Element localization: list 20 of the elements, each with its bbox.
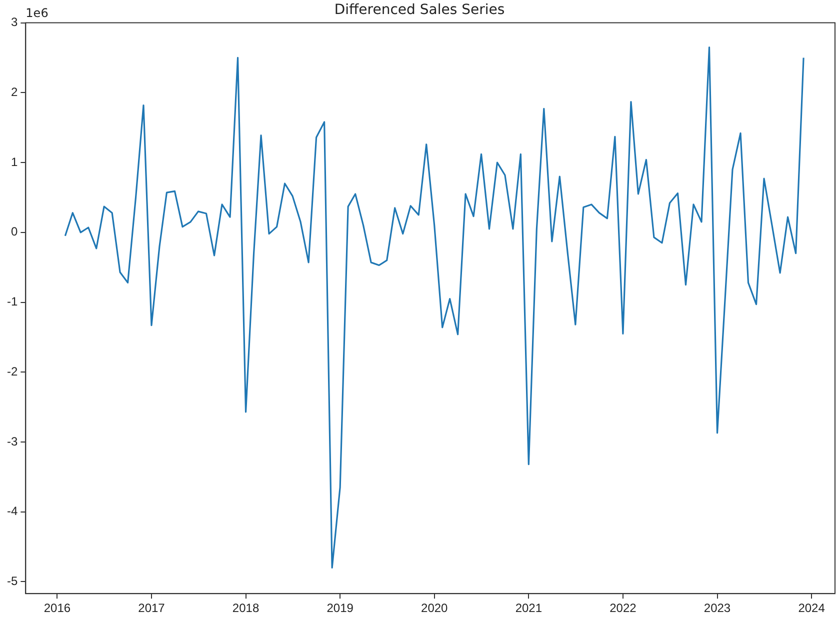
y-tick-label: 0 <box>10 224 18 239</box>
y-tick-label: 2 <box>10 84 18 99</box>
x-tick-label: 2024 <box>798 601 826 616</box>
y-tick-label: -4 <box>7 504 18 518</box>
chart-title: Differenced Sales Series <box>334 2 505 18</box>
y-tick-label: -5 <box>7 574 18 588</box>
text: 1e6 <box>26 6 48 20</box>
y-tick-label: 3 <box>10 15 18 30</box>
y-tick-label: 1 <box>10 154 18 169</box>
x-tick-label: 2018 <box>232 601 260 616</box>
y-tick-label: -2 <box>7 364 18 378</box>
x-tick-label: 2022 <box>610 601 637 616</box>
x-tick-label: 2019 <box>326 601 354 616</box>
x-tick-label: 2020 <box>421 601 448 616</box>
x-tick-label: 2021 <box>515 601 542 616</box>
y-tick-label: -1 <box>7 294 18 309</box>
y-tick-label: -3 <box>7 434 18 448</box>
x-tick-label: 2023 <box>704 601 731 616</box>
x-tick-label: 2016 <box>44 601 71 616</box>
x-tick-label: 2017 <box>138 601 166 616</box>
